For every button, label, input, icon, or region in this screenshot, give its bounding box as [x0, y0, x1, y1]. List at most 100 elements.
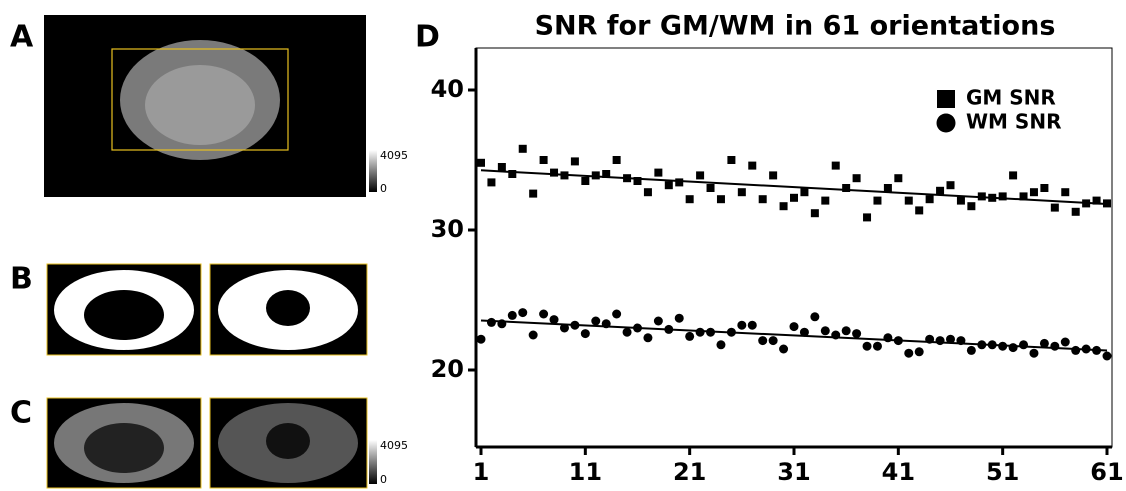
marker-circle: [758, 336, 768, 346]
marker-circle: [633, 323, 642, 333]
marker-circle: [706, 327, 716, 337]
marker-circle: [685, 331, 695, 341]
marker-circle: [726, 327, 736, 337]
marker-square: [685, 195, 694, 204]
marker-circle: [935, 336, 945, 346]
marker-circle: [653, 316, 663, 326]
marker-square: [904, 196, 913, 205]
marker-square: [925, 195, 934, 204]
marker-circle: [695, 327, 705, 337]
marker-circle: [841, 326, 851, 336]
marker-square: [508, 170, 517, 178]
marker-circle: [789, 322, 799, 332]
marker-circle: [883, 333, 893, 343]
marker-square: [831, 161, 840, 170]
panel-label: A: [10, 20, 34, 55]
marker-square: [664, 181, 673, 190]
marker-square: [1040, 184, 1049, 192]
marker-square: [529, 189, 538, 198]
panel-label: B: [10, 262, 33, 297]
marker-circle: [1081, 344, 1091, 354]
marker-square: [967, 202, 976, 211]
marker-square: [1071, 207, 1080, 216]
legend-label: GM SNR: [966, 86, 1056, 110]
marker-circle: [914, 347, 924, 357]
marker-circle: [872, 341, 882, 351]
marker-square: [758, 195, 767, 204]
marker-circle: [612, 309, 622, 319]
legend-box: [932, 84, 1104, 136]
marker-circle: [852, 329, 862, 339]
marker-square: [643, 188, 652, 197]
marker-circle: [643, 333, 653, 343]
marker-square: [696, 171, 705, 180]
marker-square: [727, 156, 736, 164]
x-tick-label: 21: [673, 458, 706, 486]
marker-square: [1019, 192, 1028, 201]
marker-square: [748, 161, 757, 170]
mask-area: [266, 290, 310, 326]
marker-circle: [998, 341, 1008, 351]
marker-square: [612, 156, 621, 164]
marker-square: [633, 177, 642, 185]
marker-circle: [936, 113, 956, 133]
marker-square: [863, 213, 872, 222]
marker-circle: [1039, 338, 1049, 348]
marker-square: [706, 184, 715, 192]
marker-square: [842, 184, 851, 192]
marker-circle: [549, 315, 559, 325]
marker-circle: [956, 336, 966, 346]
marker-square: [810, 209, 819, 218]
colorbar-min: 0: [380, 473, 387, 486]
y-tick-label: 40: [431, 75, 464, 103]
map-area: [266, 423, 310, 459]
marker-square: [998, 192, 1007, 201]
marker-square: [946, 181, 955, 190]
marker-square: [936, 186, 945, 195]
marker-circle: [716, 340, 726, 350]
chart-title: SNR for GM/WM in 61 orientations: [535, 11, 1056, 42]
x-tick-label: 1: [473, 458, 490, 486]
marker-circle: [622, 327, 632, 337]
marker-circle: [497, 319, 507, 329]
panel-label: C: [10, 396, 32, 431]
marker-circle: [1060, 337, 1070, 347]
marker-circle: [1071, 345, 1081, 355]
marker-square: [654, 168, 663, 177]
marker-square: [956, 196, 965, 205]
panel-label: D: [415, 20, 440, 55]
marker-circle: [779, 344, 789, 354]
marker-square: [1029, 188, 1038, 197]
marker-circle: [987, 340, 997, 350]
marker-circle: [831, 330, 841, 340]
marker-square: [1009, 171, 1018, 180]
marker-square: [623, 174, 632, 183]
map-area: [84, 423, 164, 473]
marker-square: [716, 195, 725, 204]
marker-circle: [580, 329, 590, 339]
marker-circle: [476, 334, 486, 344]
marker-square: [675, 178, 684, 187]
legend-label: WM SNR: [966, 110, 1061, 134]
marker-square: [1092, 196, 1101, 205]
marker-circle: [539, 309, 549, 319]
marker-circle: [799, 327, 809, 337]
y-tick-label: 20: [431, 355, 464, 383]
roi-box: [111, 48, 289, 151]
marker-circle: [810, 312, 820, 322]
marker-circle: [601, 319, 611, 329]
mask-area: [84, 290, 164, 340]
x-tick-label: 11: [569, 458, 602, 486]
marker-circle: [966, 345, 976, 355]
marker-square: [977, 192, 986, 201]
marker-square: [591, 171, 600, 180]
marker-circle: [893, 336, 903, 346]
marker-circle: [528, 330, 538, 340]
marker-square: [539, 156, 548, 164]
marker-circle: [862, 341, 872, 351]
colorbar-min: 0: [380, 182, 387, 195]
colorbar-max: 4095: [380, 149, 408, 162]
marker-circle: [977, 340, 987, 350]
